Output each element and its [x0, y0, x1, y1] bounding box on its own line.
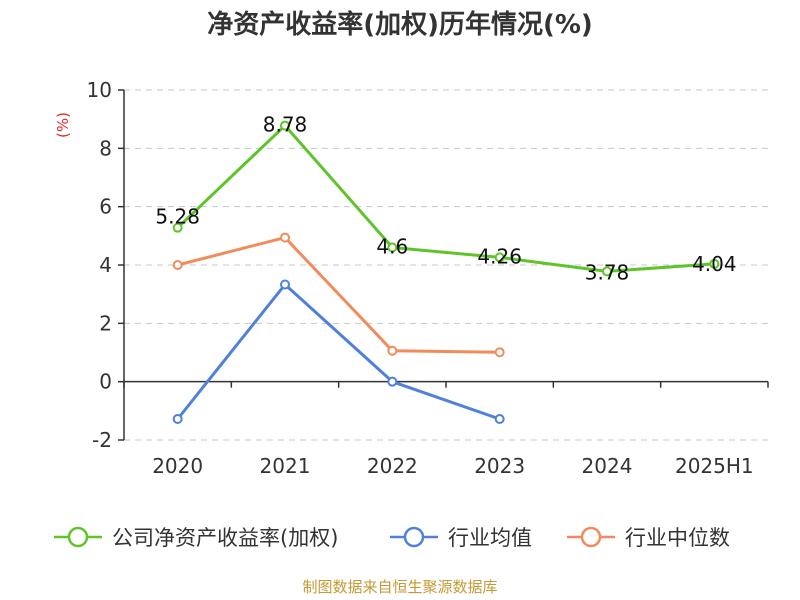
- y-tick-label: 0: [99, 370, 112, 394]
- chart-title: 净资产收益率(加权)历年情况(%): [207, 9, 593, 40]
- legend: 公司净资产收益率(加权) 行业均值 行业中位数: [54, 526, 730, 550]
- data-labels: 5.28 8.78 4.6 4.26 3.78 4.04: [155, 113, 736, 285]
- data-point: [494, 347, 505, 358]
- data-label: 3.78: [585, 260, 630, 284]
- legend-label: 公司净资产收益率(加权): [112, 526, 338, 550]
- x-tick-label: 2024: [582, 454, 633, 478]
- data-point: [280, 232, 290, 243]
- legend-marker: [403, 526, 425, 548]
- y-tick-label: 2: [99, 311, 112, 335]
- series-line-1: [176, 283, 501, 421]
- data-point: [387, 345, 398, 356]
- x-tick-label: 2020: [152, 454, 203, 478]
- data-point: [172, 222, 183, 233]
- y-axis-label: (%): [54, 112, 72, 138]
- data-point: [280, 279, 290, 290]
- data-point: [172, 260, 183, 270]
- series-line-0: [176, 124, 715, 273]
- x-tick-label: 2023: [474, 454, 525, 478]
- y-tick-label: 8: [99, 136, 112, 160]
- data-label: 4.6: [376, 235, 408, 259]
- data-label: 4.26: [477, 244, 522, 268]
- data-label: 4.04: [692, 252, 737, 276]
- x-tick-label: 2022: [367, 454, 418, 478]
- x-tick-label: 2021: [260, 454, 311, 478]
- data-point: [172, 414, 183, 424]
- x-tick-label: 2025H1: [675, 454, 754, 478]
- legend-item: 行业均值: [390, 526, 532, 550]
- data-label: 8.78: [263, 113, 308, 137]
- y-tick-label: 10: [87, 78, 112, 102]
- data-point: [494, 414, 505, 424]
- data-point: [387, 376, 398, 387]
- legend-marker: [580, 526, 602, 548]
- data-point: [280, 120, 290, 131]
- data-point: [709, 258, 720, 269]
- legend-item: 行业中位数: [567, 526, 730, 550]
- axes: -2 0 2 4 6 8 10 2020 2021 2022 2023 2024 2025H1: [87, 78, 769, 478]
- legend-label: 行业均值: [448, 526, 532, 550]
- data-point: [387, 242, 398, 253]
- series-line-2: [177, 236, 500, 354]
- data-label: 5.28: [155, 205, 200, 229]
- legend-item: 公司净资产收益率(加权): [54, 526, 338, 550]
- data-point: [494, 252, 505, 263]
- y-tick-label: 6: [99, 195, 112, 219]
- series-layer: [172, 120, 720, 424]
- data-point: [602, 266, 612, 277]
- legend-marker: [67, 526, 89, 548]
- legend-label: 行业中位数: [625, 526, 730, 550]
- y-tick-label: -2: [92, 428, 112, 452]
- source-note: 制图数据来自恒生聚源数据库: [302, 578, 497, 596]
- y-tick-label: 4: [99, 253, 112, 277]
- grid-lines: [124, 89, 768, 441]
